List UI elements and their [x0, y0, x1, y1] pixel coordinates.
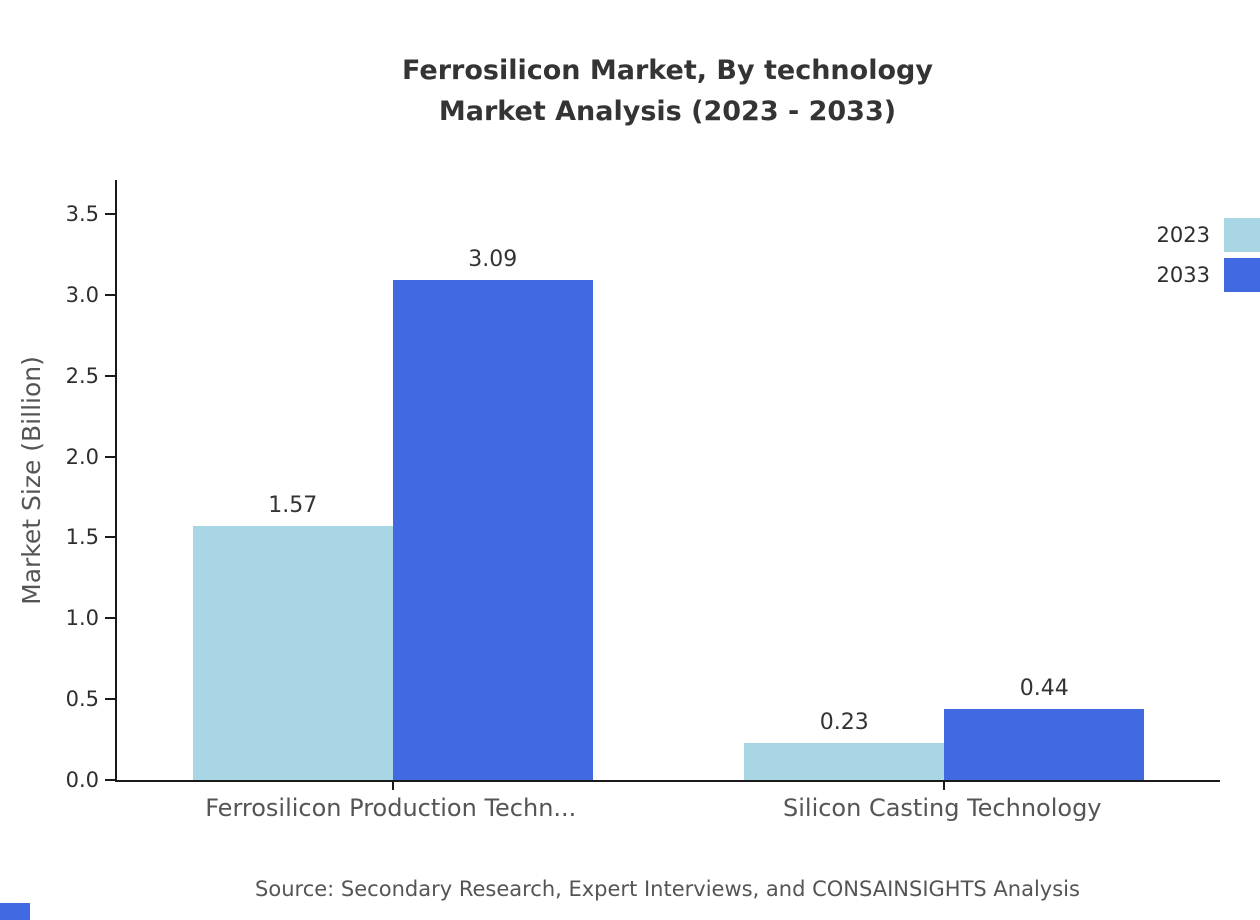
y-tick-mark	[105, 374, 115, 377]
category-label: Silicon Casting Technology	[782, 794, 1102, 822]
legend-swatch	[1224, 258, 1260, 292]
plot-area: 0.0 0.5 1.0 1.5 2.0 2.5 3.0 3.5 1.57 3.09 0.23 0.44	[66, 180, 1220, 792]
y-tick-mark	[105, 779, 115, 781]
chart-title-line1: Ferrosilicon Market, By technology	[402, 55, 933, 86]
category-label: Ferrosilicon Production Techn...	[205, 794, 577, 822]
y-tick-label: 0.0	[65, 768, 99, 792]
bar-2033	[944, 708, 1145, 780]
x-tick-mark	[391, 780, 394, 790]
corner-accent	[0, 903, 30, 920]
y-tick-label: 1.0	[65, 606, 99, 631]
chart-title: Ferrosilicon Market, By technology Marke…	[115, 50, 1220, 132]
bar-value-label: 3.09	[468, 247, 518, 273]
y-tick-mark	[105, 293, 115, 296]
legend-row-2023: 2023	[1157, 218, 1260, 252]
bar-value-label: 0.23	[819, 709, 869, 735]
y-tick-mark	[105, 617, 115, 620]
y-tick-mark	[105, 536, 115, 539]
bar-value-label: 1.57	[268, 493, 318, 519]
bar-value-label: 0.44	[1019, 675, 1069, 701]
x-tick-mark	[943, 780, 946, 790]
legend-swatch	[1224, 218, 1260, 252]
y-tick-label: 0.5	[65, 687, 99, 712]
y-tick-mark	[105, 455, 115, 458]
y-tick-mark	[105, 213, 115, 215]
x-axis-labels: Ferrosilicon Production Techn... Silicon …	[115, 794, 1218, 828]
legend-label: 2033	[1156, 263, 1210, 287]
legend-row-2033: 2033	[1157, 258, 1260, 292]
bar-2033	[392, 280, 593, 780]
source-note: Source: Secondary Research, Expert Inter…	[255, 877, 1080, 901]
legend: 2023 2033	[1157, 218, 1260, 298]
bar-2023	[744, 742, 945, 780]
y-tick-mark	[105, 698, 115, 701]
y-tick-label: 3.5	[65, 202, 99, 226]
y-tick-label: 1.5	[65, 525, 99, 550]
legend-label: 2023	[1156, 223, 1210, 247]
chart-title-line2: Market Analysis (2023 - 2033)	[438, 96, 897, 127]
y-tick-label: 2.5	[65, 363, 99, 388]
y-axis-title: Market Size (Billion)	[14, 180, 48, 780]
y-tick-label: 3.0	[65, 282, 99, 307]
y-axis-title-text: Market Size (Billion)	[16, 355, 46, 605]
y-tick-label: 2.0	[65, 444, 99, 469]
bar-2023	[192, 526, 393, 780]
